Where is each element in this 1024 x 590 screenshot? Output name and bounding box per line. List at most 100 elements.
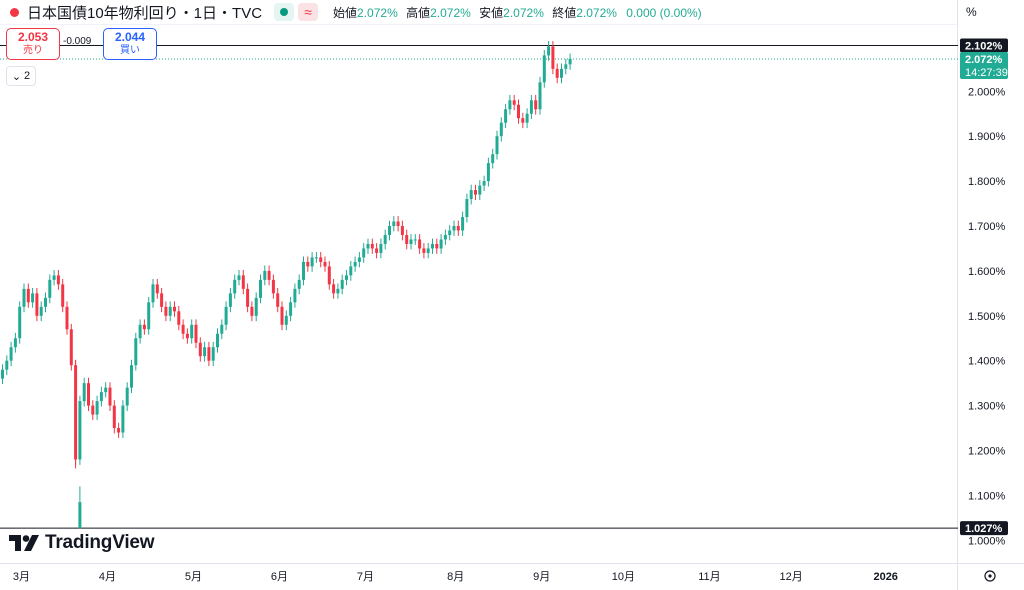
candle-body	[155, 284, 159, 294]
x-tick-label: 9月	[533, 571, 550, 583]
candle-body	[207, 347, 211, 361]
tradingview-logo-icon	[9, 535, 39, 551]
candle-body	[439, 239, 443, 249]
collapse-indicators-button[interactable]: ⌄ 2	[6, 66, 36, 86]
candle-body	[443, 234, 447, 240]
candle-body	[112, 405, 116, 429]
candle-body	[39, 306, 43, 316]
change-value: 0.000 (0.00%)	[626, 5, 702, 20]
candle-body	[69, 329, 73, 366]
candle-body	[117, 428, 121, 433]
candle-body	[482, 181, 486, 186]
candle-body	[164, 306, 168, 316]
candle-body	[306, 261, 310, 267]
candle-body	[547, 46, 551, 56]
x-tick-label: 5月	[185, 571, 202, 583]
y-tick-label: 1.000%	[968, 535, 1006, 547]
candle-body	[95, 401, 99, 415]
y-tick-label: 1.300%	[968, 401, 1006, 413]
candle-body	[168, 306, 172, 316]
candle-body	[125, 387, 129, 406]
candle-body	[87, 383, 90, 406]
sell-button[interactable]: 2.053 売り	[6, 28, 60, 60]
candle-body	[61, 284, 65, 307]
symbol-title[interactable]: 日本国債10年物利回り・1日・TVC	[27, 4, 263, 22]
candle-body	[138, 324, 142, 339]
candle-body	[478, 185, 482, 195]
tradingview-logo[interactable]: TradingView	[9, 531, 155, 555]
x-tick-label: 3月	[13, 571, 30, 583]
candle-body	[44, 297, 47, 307]
x-tick-label: 10月	[612, 571, 635, 583]
spread-value: -0.009	[63, 36, 92, 47]
candle-body	[233, 279, 237, 294]
candle-body	[413, 239, 417, 241]
candle-body	[456, 225, 460, 231]
candle-body	[551, 46, 555, 69]
candle-body	[246, 288, 250, 307]
candle-body	[560, 68, 563, 78]
candle-body	[254, 297, 258, 316]
candle-body	[26, 288, 30, 303]
candle-body	[310, 257, 314, 267]
candle-body	[529, 100, 533, 114]
chart-header: 日本国債10年物利回り・1日・TVC ≈ 始値2.072% 高値2.072% 安…	[0, 0, 702, 24]
last-price-badge-text: 14:27:39	[965, 67, 1008, 79]
candle-body	[224, 306, 228, 325]
candle-body	[491, 154, 495, 164]
price-scale-unit[interactable]: %	[957, 0, 1024, 24]
candle-body	[388, 225, 391, 235]
candle-body	[185, 333, 189, 339]
market-status-dot-icon	[10, 7, 19, 17]
candle-body	[461, 217, 465, 231]
x-tick-label: 8月	[447, 571, 464, 583]
candle-body	[345, 275, 348, 280]
live-status-badge[interactable]	[274, 3, 295, 21]
y-tick-label: 1.100%	[968, 490, 1006, 502]
candle-body	[18, 306, 22, 339]
candle-body	[422, 248, 426, 253]
y-tick-label: 1.800%	[968, 176, 1006, 188]
candle-body	[160, 293, 164, 307]
candle-body	[276, 293, 280, 307]
candle-body	[177, 311, 181, 325]
low-price-badge-text: 1.027%	[965, 523, 1003, 535]
candle-body	[13, 338, 17, 348]
y-tick-label: 1.200%	[968, 445, 1006, 457]
low-value: 2.072%	[503, 5, 544, 20]
candle-body	[327, 266, 331, 285]
candle-body	[220, 324, 224, 334]
settings-gear-icon[interactable]	[984, 570, 996, 582]
candle-body	[332, 284, 336, 294]
candle-body	[392, 221, 396, 226]
low-price-badge	[960, 521, 1008, 536]
candle-body	[525, 113, 529, 123]
candle-body	[121, 405, 125, 433]
candle-body	[495, 136, 499, 155]
delayed-data-icon[interactable]: ≈	[298, 3, 319, 21]
candle-body	[426, 248, 430, 253]
candle-body	[405, 234, 409, 244]
candle-body	[130, 365, 133, 388]
candle-body	[104, 387, 108, 393]
candle-body	[469, 190, 473, 200]
candle-body	[31, 293, 35, 303]
candle-body	[181, 324, 185, 334]
x-tick-label: 4月	[99, 571, 116, 583]
candle-body	[241, 275, 245, 289]
candle-body	[302, 261, 305, 280]
candle-body	[357, 257, 361, 262]
candle-body	[512, 100, 516, 105]
candle-body	[147, 302, 151, 330]
high-value: 2.072%	[430, 5, 471, 20]
ohlc-values: 始値2.072% 高値2.072% 安値2.072% 終値2.072% 0.00…	[328, 4, 702, 21]
candle-body	[383, 234, 387, 244]
candle-body	[534, 100, 538, 110]
candle-body	[52, 275, 56, 280]
candle-body	[203, 347, 207, 357]
candle-body	[336, 288, 340, 294]
settings-gear-center	[988, 574, 992, 578]
candle-body	[237, 275, 241, 280]
buy-button[interactable]: 2.044 買い	[103, 28, 157, 60]
